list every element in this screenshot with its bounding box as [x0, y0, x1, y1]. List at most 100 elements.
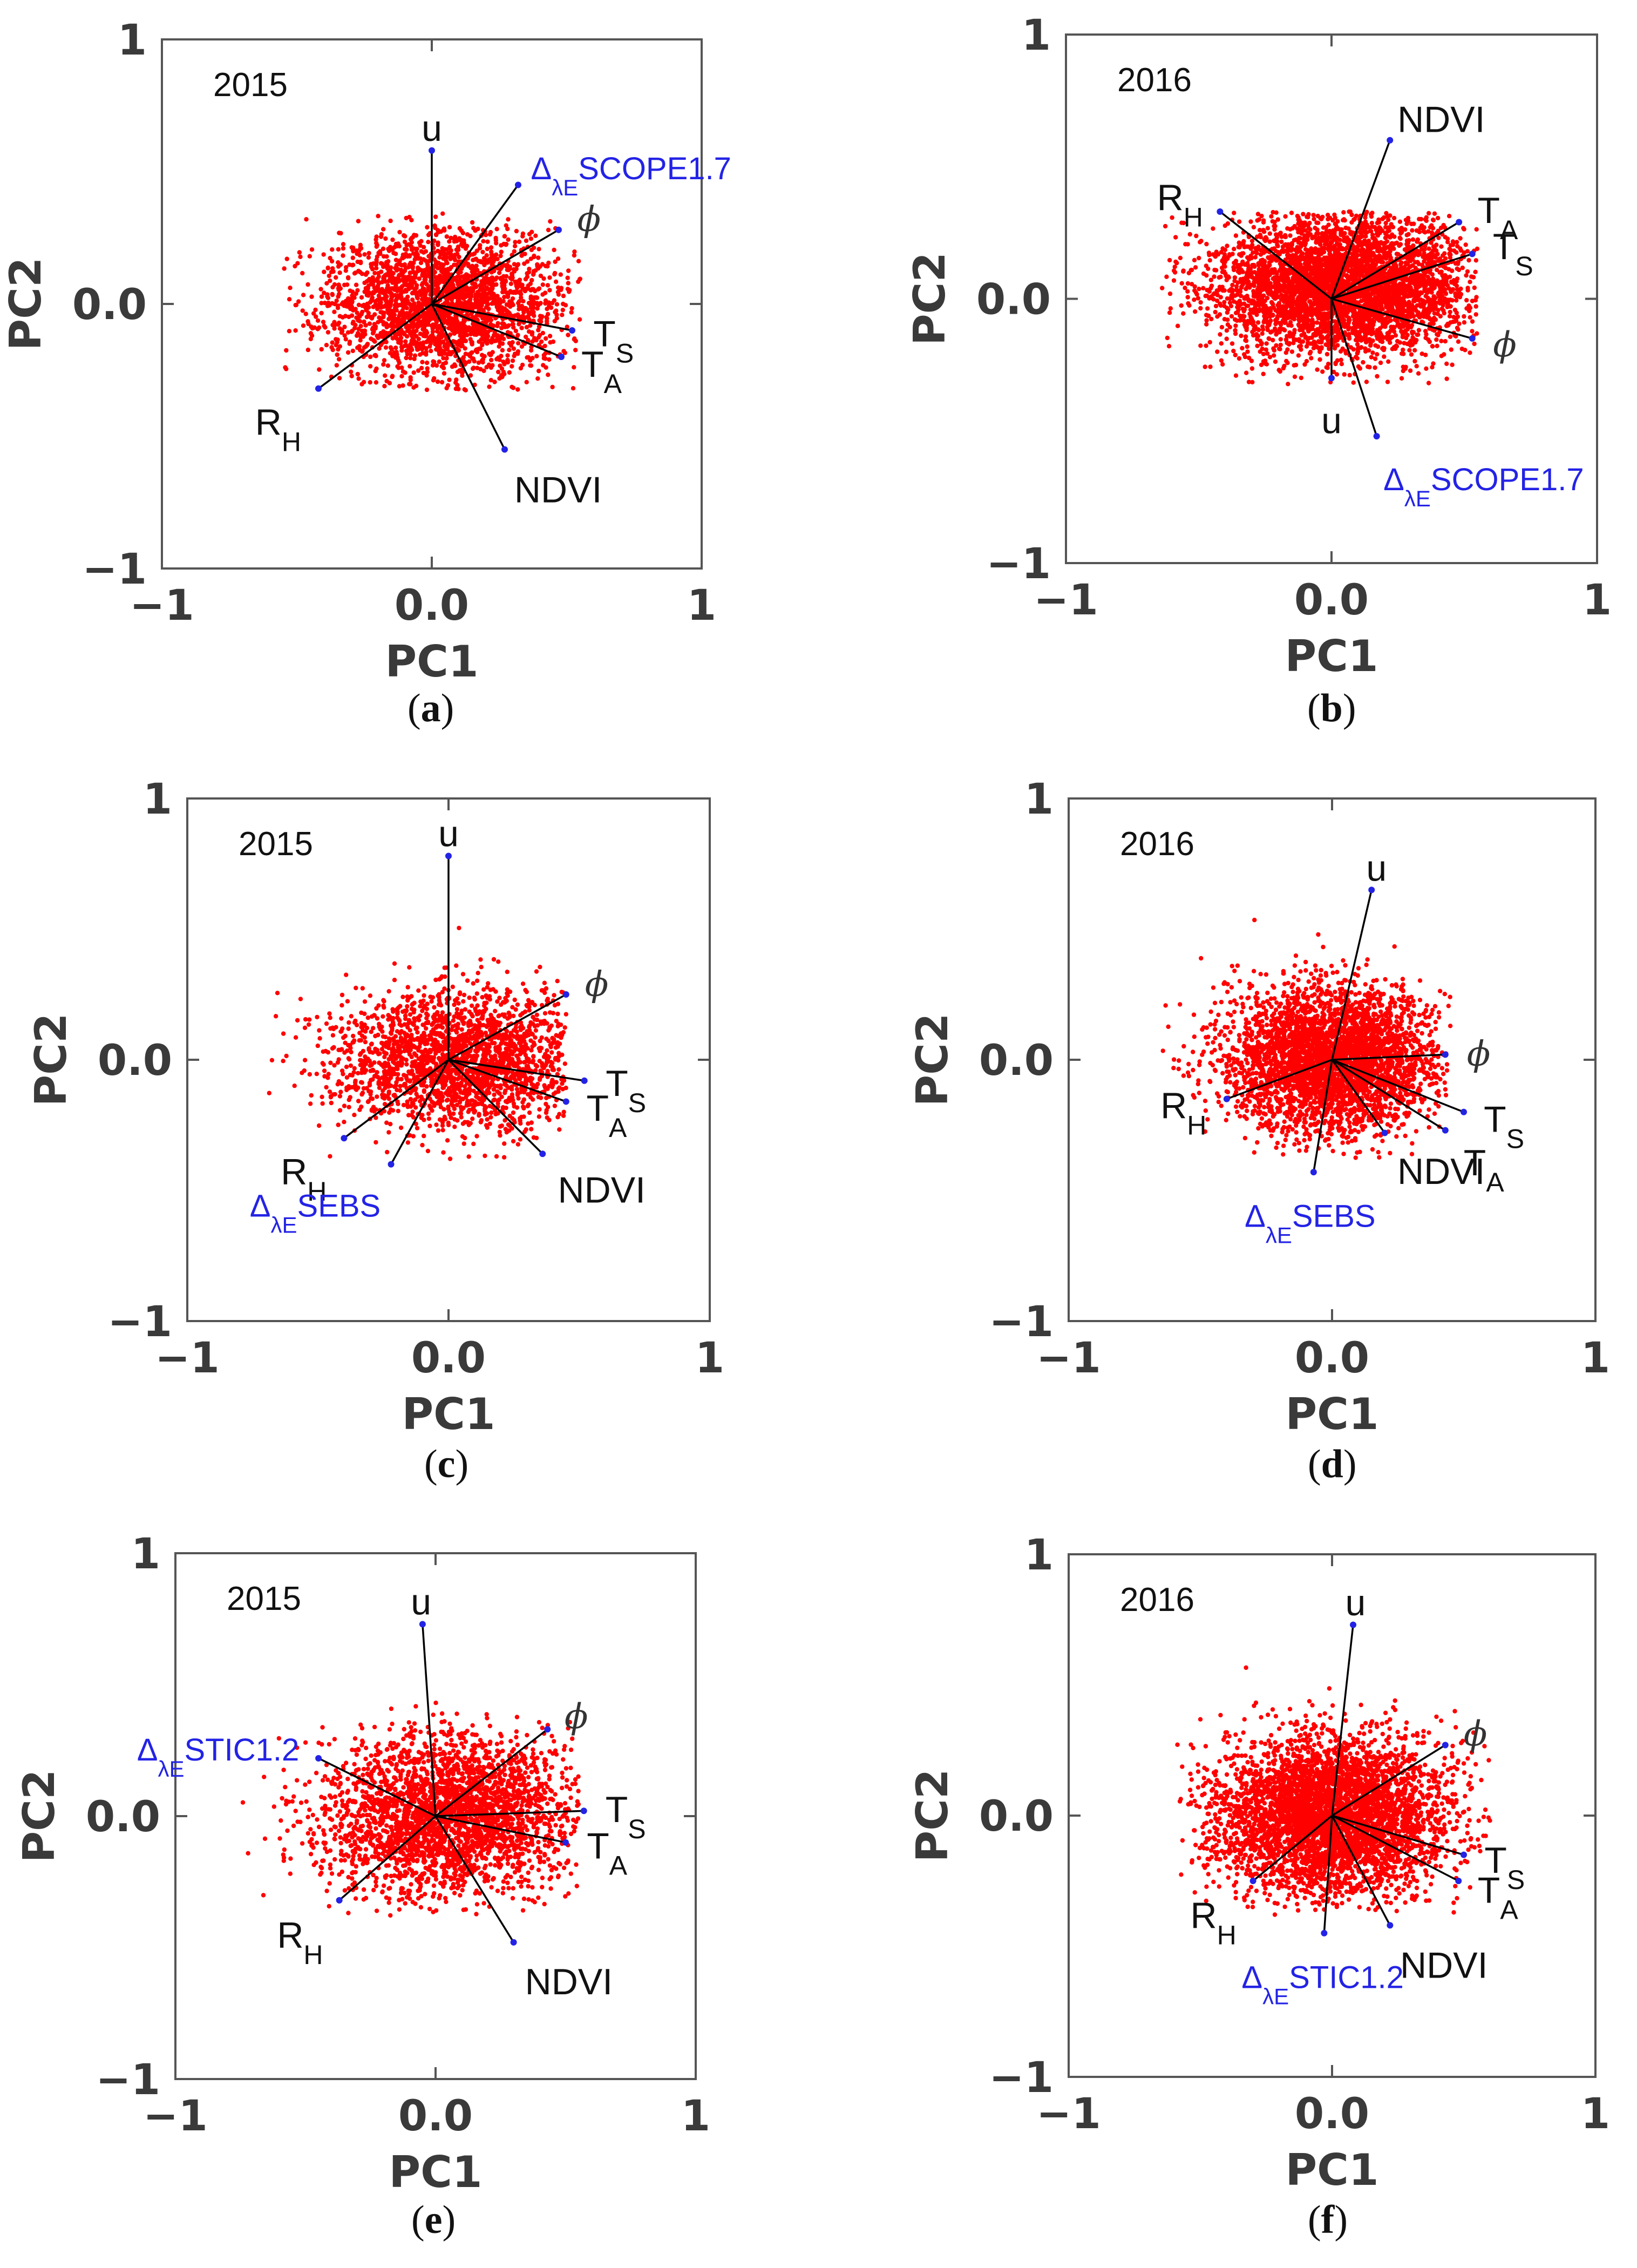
score-point — [536, 324, 542, 329]
score-point — [495, 321, 500, 326]
score-point — [447, 225, 452, 229]
score-point — [393, 258, 399, 262]
score-point — [415, 296, 420, 301]
score-point — [505, 293, 511, 298]
score-point — [440, 348, 445, 354]
score-point — [551, 339, 556, 344]
score-point — [433, 342, 438, 347]
score-point — [1269, 301, 1275, 306]
score-point — [1367, 364, 1372, 370]
score-point — [339, 330, 344, 335]
score-point — [535, 376, 540, 381]
score-point — [400, 330, 406, 335]
score-point — [335, 303, 341, 308]
loading-vector — [431, 229, 559, 305]
score-point — [360, 309, 365, 315]
score-point — [470, 220, 475, 225]
score-point — [547, 357, 552, 362]
score-point — [445, 321, 451, 326]
score-point — [569, 310, 574, 315]
score-point — [1447, 314, 1452, 319]
score-point — [1340, 346, 1345, 351]
score-point — [421, 370, 426, 376]
score-point — [482, 262, 487, 267]
score-point — [383, 373, 388, 378]
score-point — [397, 360, 402, 365]
score-point — [498, 297, 502, 302]
score-point — [1266, 336, 1271, 341]
score-point — [399, 374, 404, 378]
score-point — [1239, 333, 1244, 338]
score-point — [478, 287, 483, 292]
score-point — [499, 249, 504, 254]
score-point — [514, 263, 520, 268]
score-point — [478, 367, 483, 371]
score-point — [1232, 260, 1237, 266]
score-point — [471, 288, 476, 294]
score-point — [525, 274, 530, 279]
score-point — [390, 336, 395, 341]
score-point — [490, 275, 494, 280]
score-point — [506, 237, 511, 242]
score-point — [309, 247, 315, 252]
year-label: 2015 — [213, 66, 288, 104]
score-point — [381, 315, 386, 320]
score-point — [500, 348, 505, 353]
score-point — [1302, 362, 1307, 367]
score-point — [468, 331, 473, 337]
score-point — [1449, 347, 1453, 352]
score-point — [478, 283, 483, 288]
score-point — [390, 280, 395, 285]
score-point — [404, 334, 410, 339]
score-point — [332, 309, 337, 314]
score-point — [513, 328, 518, 334]
score-point — [444, 385, 449, 391]
score-point — [355, 288, 360, 293]
score-point — [322, 300, 327, 306]
score-point — [484, 319, 488, 324]
score-point — [449, 235, 453, 240]
score-point — [1382, 354, 1387, 359]
score-point — [391, 270, 396, 276]
score-point — [1401, 347, 1405, 353]
score-point — [485, 329, 491, 335]
score-point — [573, 348, 578, 353]
score-point — [367, 321, 372, 326]
score-point — [521, 299, 526, 304]
score-point — [429, 348, 433, 354]
score-point — [345, 282, 350, 287]
score-point — [393, 346, 398, 350]
score-point — [1428, 267, 1433, 273]
score-point — [1275, 217, 1280, 222]
score-point — [472, 332, 477, 337]
score-point — [528, 363, 533, 368]
score-point — [485, 337, 490, 342]
score-point — [477, 346, 482, 351]
score-point — [1368, 341, 1373, 347]
score-point — [1444, 376, 1449, 381]
score-point — [541, 353, 546, 358]
score-point — [347, 341, 352, 346]
score-point — [493, 235, 498, 241]
score-point — [498, 300, 502, 306]
score-point — [518, 289, 523, 294]
score-point — [1353, 337, 1358, 342]
score-point — [454, 262, 459, 267]
score-point — [538, 314, 543, 319]
score-point — [397, 258, 402, 263]
score-point — [355, 371, 360, 377]
score-point — [531, 309, 536, 315]
score-point — [425, 366, 430, 371]
score-point — [487, 232, 492, 237]
score-point — [446, 326, 451, 331]
score-point — [441, 274, 446, 279]
score-point — [1214, 298, 1220, 303]
score-point — [476, 360, 481, 365]
score-point — [487, 384, 492, 389]
score-point — [486, 278, 491, 283]
score-point — [453, 316, 458, 322]
score-point — [539, 339, 544, 344]
score-point — [468, 373, 473, 378]
score-point — [336, 320, 342, 326]
score-point — [388, 274, 393, 279]
